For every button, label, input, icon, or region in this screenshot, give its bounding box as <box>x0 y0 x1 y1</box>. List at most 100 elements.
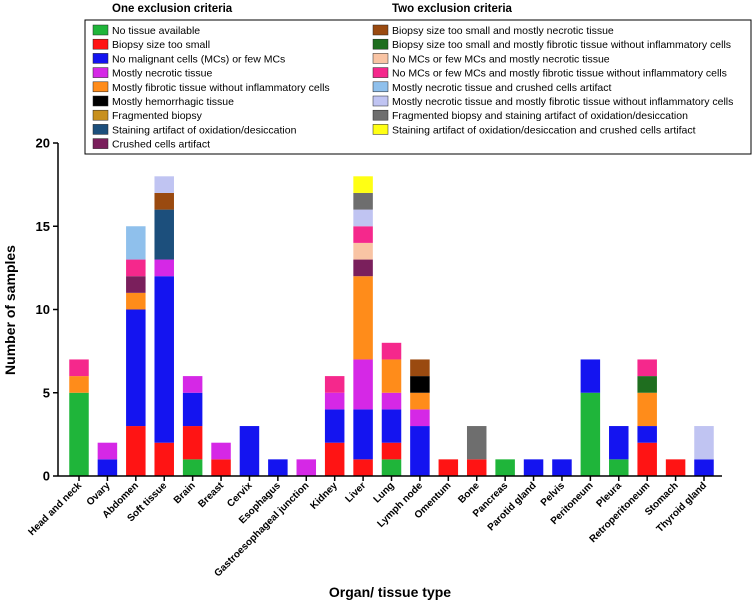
legend-swatch <box>92 109 109 121</box>
bar-segment <box>353 176 373 193</box>
bar-segment <box>410 376 430 393</box>
legend-swatch <box>92 53 109 64</box>
bar-segment <box>69 359 89 377</box>
bar-segment <box>381 442 402 460</box>
bar-segment <box>410 359 430 377</box>
legend-swatch <box>92 81 109 93</box>
bar-segment <box>637 442 657 476</box>
bar-segment <box>126 292 146 310</box>
legend-swatch <box>372 124 389 135</box>
bar-segment <box>353 409 373 460</box>
legend-swatch <box>92 138 109 149</box>
bar-segment <box>353 209 373 227</box>
legend-label: No tissue available <box>112 25 200 37</box>
x-tick-label: Lung <box>372 480 397 505</box>
legend-swatch <box>92 38 109 50</box>
bar-segment <box>580 392 601 476</box>
bars <box>69 176 714 476</box>
bar-segment <box>523 459 544 476</box>
bar-segment <box>381 342 402 360</box>
bar-segment <box>154 209 174 260</box>
bar-segment <box>609 459 629 476</box>
legend-swatch <box>372 53 389 64</box>
bar-segment <box>353 192 373 210</box>
bar-segment <box>239 426 260 476</box>
legend-swatch <box>372 67 389 78</box>
bar-segment <box>637 376 657 393</box>
bar-segment <box>438 459 459 476</box>
bar-segment <box>466 426 487 460</box>
bar-segment <box>69 392 89 476</box>
bar-segment <box>268 459 288 476</box>
legend: No tissue available Biopsy size too small… <box>92 24 733 151</box>
legend-label: Biopsy size too small and mostly necroti… <box>392 25 614 37</box>
bar-segment <box>353 242 373 260</box>
legend-label: Mostly necrotic tissue and mostly fibrot… <box>392 96 733 108</box>
legend-swatch <box>92 24 109 36</box>
bar-segment <box>182 392 203 427</box>
legend-swatch <box>372 24 389 36</box>
legend-label: Mostly hemorrhagic tissue <box>112 96 234 108</box>
legend-swatch <box>92 95 109 107</box>
bar-segment <box>97 459 118 476</box>
y-axis-label: Number of samples <box>2 245 18 375</box>
bar-segment <box>126 226 146 260</box>
bar-segment <box>580 359 601 393</box>
bar-segment <box>410 392 430 410</box>
legend-header-one: One exclusion criteria <box>112 3 233 15</box>
bar-segment <box>410 426 430 476</box>
legend-swatch <box>372 38 389 50</box>
bar-segment <box>211 459 231 476</box>
legend-swatch <box>372 109 389 121</box>
bar-segment <box>637 359 657 377</box>
x-tick-label: Thyroid gland <box>655 480 710 535</box>
bar-segment <box>211 442 231 460</box>
legend-label: Staining artifact of oxidation/desiccati… <box>112 124 297 136</box>
legend-label: Mostly fibrotic tissue without inflammat… <box>112 82 330 94</box>
bar-segment <box>69 376 89 393</box>
bar-segment <box>466 459 487 476</box>
legend-swatch <box>92 67 109 78</box>
bar-segment <box>97 442 118 460</box>
bar-segment <box>182 459 203 476</box>
bar-segment <box>665 459 686 476</box>
y-tick-label: 20 <box>36 136 50 151</box>
x-tick-label: Liver <box>344 480 369 505</box>
legend-label: Mostly necrotic tissue <box>112 68 213 80</box>
bar-segment <box>495 459 515 476</box>
bar-segment <box>324 442 345 476</box>
x-axis-label: Organ/ tissue type <box>329 584 451 600</box>
legend-swatch <box>372 81 389 93</box>
bar-segment <box>126 276 146 293</box>
y-tick-label: 15 <box>36 219 50 234</box>
y-tick-label: 5 <box>43 385 50 400</box>
bar-segment <box>154 176 174 193</box>
x-tick-label: Breast <box>196 480 226 510</box>
legend-label: Fragmented biopsy and staining artifact … <box>392 110 688 122</box>
legend-label: Biopsy size too small and mostly fibroti… <box>392 39 731 51</box>
bar-segment <box>381 392 402 410</box>
y-tick-label: 0 <box>43 469 50 484</box>
legend-swatch <box>92 124 109 135</box>
bar-segment <box>324 376 345 393</box>
x-tick-label: Kidney <box>308 480 340 512</box>
bar-segment <box>381 409 402 443</box>
bar-segment <box>353 259 373 277</box>
bar-segment <box>694 426 714 460</box>
bar-segment <box>381 359 402 393</box>
legend-label: No MCs or few MCs and mostly fibrotic ti… <box>392 68 727 80</box>
bar-segment <box>126 309 146 427</box>
bar-segment <box>609 426 629 460</box>
legend-label: Staining artifact of oxidation/desiccati… <box>392 124 696 136</box>
bar-segment <box>324 392 345 410</box>
bar-segment <box>296 459 317 476</box>
bar-segment <box>637 426 657 443</box>
legend-box <box>84 19 752 155</box>
bar-segment <box>154 192 174 210</box>
bar-segment <box>410 409 430 427</box>
bar-segment <box>353 359 373 410</box>
bar-segment <box>154 276 174 443</box>
bar-segment <box>353 226 373 243</box>
